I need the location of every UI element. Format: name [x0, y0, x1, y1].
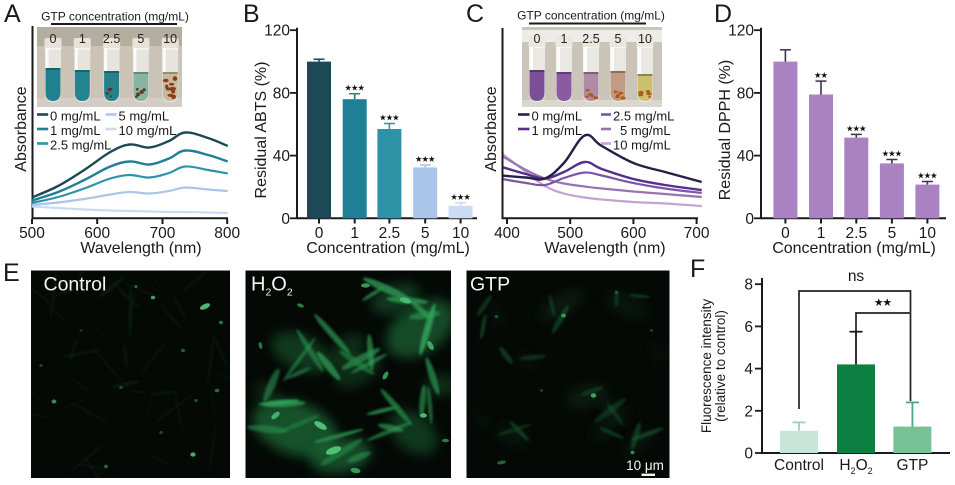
svg-text:1: 1 [817, 225, 826, 242]
svg-text:GTP: GTP [896, 457, 928, 474]
svg-text:Absorbance: Absorbance [483, 86, 500, 171]
svg-text:0: 0 [745, 211, 754, 228]
svg-text:2.5 mg/mL: 2.5 mg/mL [50, 138, 111, 153]
svg-text:0 mg/mL: 0 mg/mL [50, 109, 101, 124]
svg-text:2.5: 2.5 [103, 32, 120, 46]
svg-text:700: 700 [150, 225, 176, 242]
svg-text:1: 1 [350, 225, 359, 242]
svg-text:2.5: 2.5 [846, 225, 868, 242]
svg-text:1: 1 [79, 32, 86, 46]
svg-text:B: B [243, 0, 260, 28]
svg-text:700: 700 [684, 225, 710, 242]
svg-text:F: F [690, 255, 705, 283]
svg-text:2.5 mg/mL: 2.5 mg/mL [613, 109, 674, 124]
svg-text:Wavelength (nm): Wavelength (nm) [544, 240, 665, 257]
svg-text:GTP: GTP [470, 274, 510, 296]
svg-text:10 μm: 10 μm [626, 458, 664, 473]
svg-text:2.5: 2.5 [582, 32, 599, 46]
svg-text:1 mg/mL: 1 mg/mL [532, 123, 583, 138]
svg-text:5: 5 [888, 225, 897, 242]
svg-text:10: 10 [452, 225, 470, 242]
svg-text:0 mg/mL: 0 mg/mL [532, 109, 583, 124]
svg-text:ns: ns [848, 268, 865, 285]
svg-text:0: 0 [50, 32, 57, 46]
svg-text:5: 5 [137, 32, 144, 46]
svg-text:Residual DPPH (%): Residual DPPH (%) [717, 60, 734, 200]
svg-text:10: 10 [638, 32, 652, 46]
svg-text:0: 0 [281, 211, 290, 228]
svg-text:40: 40 [737, 148, 755, 165]
svg-text:2.5: 2.5 [379, 225, 401, 242]
svg-text:4: 4 [744, 361, 753, 378]
svg-text:0: 0 [781, 225, 790, 242]
svg-text:500: 500 [557, 225, 583, 242]
svg-text:400: 400 [494, 225, 520, 242]
svg-text:80: 80 [273, 85, 291, 102]
svg-text:Concentration (mg/mL): Concentration (mg/mL) [306, 240, 470, 257]
svg-text:(relative to control): (relative to control) [713, 310, 728, 422]
svg-text:Fluorescence intensity: Fluorescence intensity [699, 299, 714, 434]
svg-text:5 mg/mL: 5 mg/mL [119, 109, 170, 124]
svg-text:Wavelength (nm): Wavelength (nm) [80, 240, 201, 257]
svg-text:8: 8 [744, 277, 753, 294]
svg-text:10 mg/mL: 10 mg/mL [613, 138, 671, 153]
svg-text:80: 80 [737, 85, 755, 102]
svg-text:C: C [466, 0, 484, 28]
svg-text:1 mg/mL: 1 mg/mL [50, 123, 101, 138]
svg-text:800: 800 [214, 225, 240, 242]
svg-text:GTP concentration (mg/mL): GTP concentration (mg/mL) [41, 10, 189, 24]
svg-text:Absorbance: Absorbance [13, 86, 30, 171]
svg-text:10: 10 [919, 225, 937, 242]
svg-text:120: 120 [728, 23, 754, 40]
svg-text:A: A [4, 0, 21, 28]
svg-text:D: D [714, 0, 732, 28]
svg-text:5: 5 [421, 225, 430, 242]
svg-text:0: 0 [744, 446, 753, 463]
svg-text:1: 1 [561, 32, 568, 46]
svg-text:5: 5 [615, 32, 622, 46]
svg-text:600: 600 [84, 225, 110, 242]
svg-text:0: 0 [315, 225, 324, 242]
svg-text:6: 6 [744, 319, 753, 336]
svg-text:5 mg/mL: 5 mg/mL [620, 123, 671, 138]
svg-text:Control: Control [774, 457, 824, 474]
svg-text:40: 40 [273, 148, 291, 165]
svg-text:Residual ABTS (%): Residual ABTS (%) [253, 62, 270, 199]
svg-text:Concentration (mg/mL): Concentration (mg/mL) [772, 240, 936, 257]
svg-text:10 mg/mL: 10 mg/mL [119, 123, 177, 138]
svg-text:E: E [3, 259, 20, 287]
svg-text:H2O2: H2O2 [839, 457, 872, 476]
svg-text:10: 10 [163, 32, 177, 46]
svg-text:GTP concentration (mg/mL): GTP concentration (mg/mL) [517, 9, 665, 23]
svg-text:Control: Control [44, 274, 107, 296]
svg-text:2: 2 [744, 403, 753, 420]
svg-text:H2O2: H2O2 [251, 274, 293, 299]
svg-text:500: 500 [19, 225, 45, 242]
svg-text:0: 0 [534, 32, 541, 46]
svg-text:120: 120 [264, 23, 290, 40]
svg-text:600: 600 [620, 225, 646, 242]
